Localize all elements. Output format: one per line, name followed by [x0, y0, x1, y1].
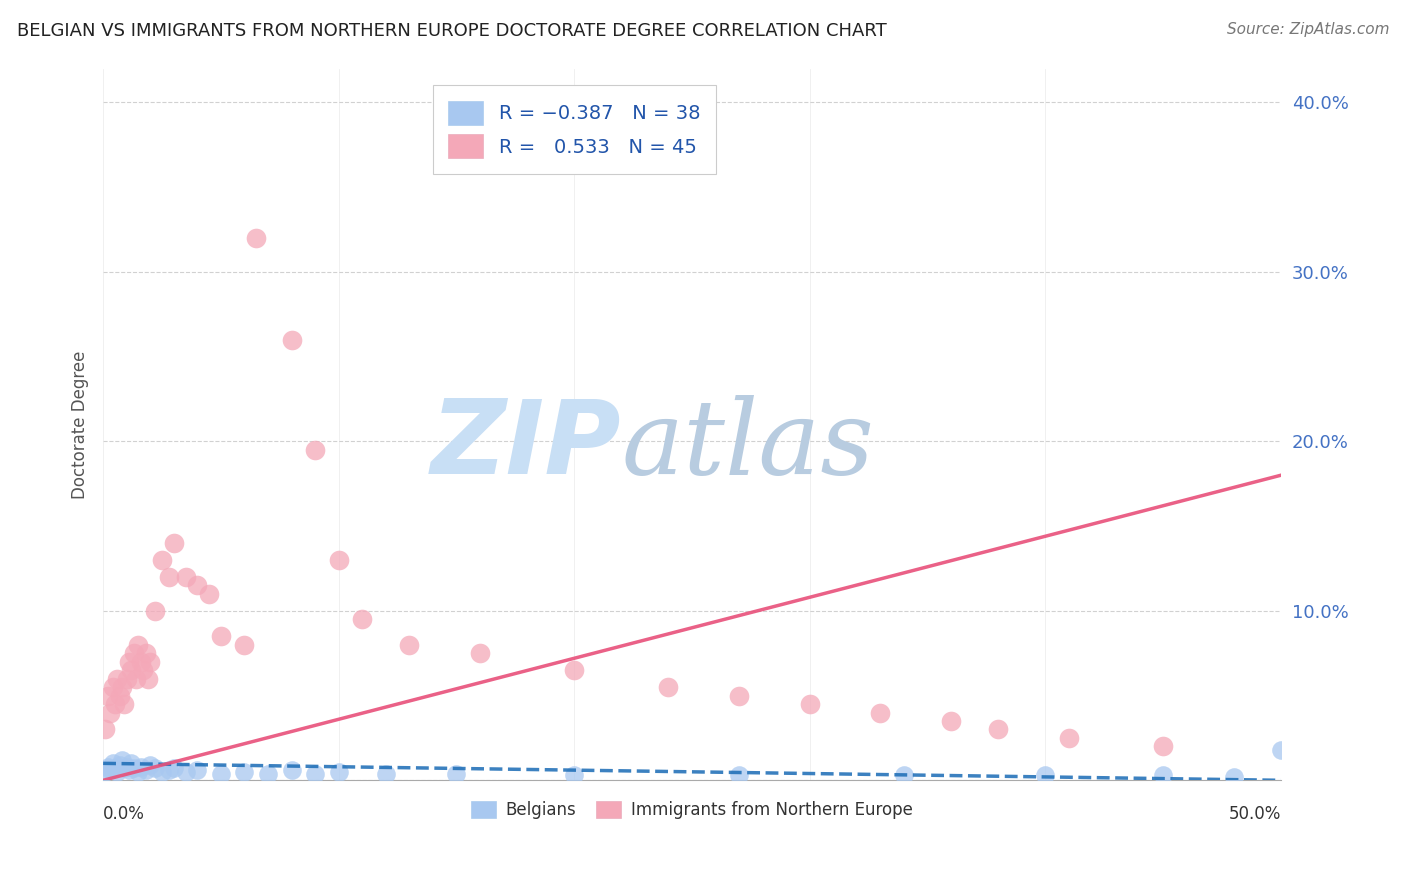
Point: [174, 570, 197, 584]
Point: [468, 646, 491, 660]
Point: [97, 689, 120, 703]
Point: [98, 706, 121, 720]
Point: [869, 706, 891, 720]
Point: [1057, 731, 1080, 745]
Point: [112, 761, 135, 775]
Point: [157, 570, 180, 584]
Point: [98, 763, 121, 777]
Text: 50.0%: 50.0%: [1229, 805, 1281, 823]
Point: [132, 663, 155, 677]
Point: [939, 714, 962, 728]
Point: [157, 763, 180, 777]
Point: [163, 536, 186, 550]
Point: [562, 663, 585, 677]
Point: [104, 761, 127, 775]
Point: [1152, 739, 1174, 754]
Point: [398, 638, 420, 652]
Point: [245, 231, 267, 245]
Point: [987, 723, 1010, 737]
Point: [893, 768, 915, 782]
Point: [139, 655, 162, 669]
Point: [150, 764, 173, 779]
Point: [111, 753, 134, 767]
Point: [446, 766, 468, 780]
Point: [139, 758, 162, 772]
Legend: Belgians, Immigrants from Northern Europe: Belgians, Immigrants from Northern Europ…: [464, 794, 920, 825]
Point: [115, 672, 138, 686]
Point: [150, 553, 173, 567]
Point: [562, 768, 585, 782]
Point: [129, 655, 152, 669]
Point: [115, 760, 138, 774]
Point: [129, 760, 152, 774]
Point: [257, 766, 280, 780]
Point: [108, 689, 131, 703]
Point: [304, 766, 326, 780]
Text: atlas: atlas: [621, 395, 875, 497]
Point: [163, 761, 186, 775]
Point: [799, 697, 821, 711]
Point: [143, 604, 166, 618]
Point: [186, 578, 208, 592]
Point: [105, 764, 128, 779]
Point: [328, 553, 350, 567]
Point: [127, 638, 149, 652]
Point: [1033, 768, 1056, 782]
Point: [209, 629, 232, 643]
Text: BELGIAN VS IMMIGRANTS FROM NORTHERN EUROPE DOCTORATE DEGREE CORRELATION CHART: BELGIAN VS IMMIGRANTS FROM NORTHERN EURO…: [17, 22, 887, 40]
Point: [118, 763, 141, 777]
Point: [122, 761, 145, 775]
Point: [101, 680, 124, 694]
Point: [120, 756, 142, 771]
Point: [728, 768, 751, 782]
Text: ZIP: ZIP: [430, 395, 621, 496]
Point: [1222, 770, 1244, 784]
Point: [174, 764, 197, 779]
Point: [280, 333, 302, 347]
Point: [233, 764, 256, 779]
Point: [108, 758, 131, 772]
Point: [118, 655, 141, 669]
Point: [728, 689, 751, 703]
Point: [328, 764, 350, 779]
Point: [111, 680, 134, 694]
Point: [1270, 743, 1292, 757]
Point: [352, 612, 374, 626]
Point: [94, 764, 117, 779]
Point: [209, 766, 232, 780]
Point: [122, 646, 145, 660]
Point: [125, 672, 148, 686]
Text: 0.0%: 0.0%: [103, 805, 145, 823]
Point: [127, 764, 149, 779]
Point: [104, 697, 127, 711]
Point: [186, 763, 208, 777]
Point: [233, 638, 256, 652]
Point: [198, 587, 221, 601]
Point: [101, 756, 124, 771]
Point: [135, 646, 157, 660]
Point: [143, 761, 166, 775]
Point: [280, 763, 302, 777]
Point: [374, 766, 396, 780]
Point: [136, 672, 159, 686]
Y-axis label: Doctorate Degree: Doctorate Degree: [72, 351, 89, 499]
Point: [97, 760, 120, 774]
Point: [1152, 768, 1174, 782]
Text: Source: ZipAtlas.com: Source: ZipAtlas.com: [1226, 22, 1389, 37]
Point: [112, 697, 135, 711]
Point: [304, 442, 326, 457]
Point: [135, 763, 157, 777]
Point: [105, 672, 128, 686]
Point: [657, 680, 679, 694]
Point: [94, 723, 117, 737]
Point: [120, 663, 142, 677]
